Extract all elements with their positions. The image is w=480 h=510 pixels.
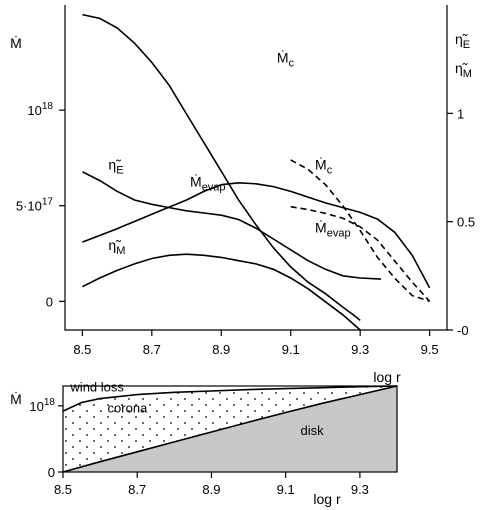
top-y-tick-label: 0: [46, 294, 53, 309]
top-series-line: [290, 205, 431, 302]
top-curve-label: Ṁevap: [190, 173, 226, 194]
disk-region: [63, 386, 397, 472]
bottom-y-axis-title: Ṁ: [10, 390, 22, 407]
top-y2-axis-title-eta-e: η̃E: [455, 31, 470, 51]
bottom-x-tick-label: 8.7: [128, 482, 146, 497]
top-y2-tick-label: -0: [457, 323, 469, 338]
top-y-tick-label: 5·1017: [16, 197, 54, 214]
top-y-axis-title: Ṁ: [10, 34, 22, 51]
top-series-line: [82, 181, 431, 289]
top-y-tick-label: 1018: [27, 101, 53, 118]
corona-region: [63, 386, 397, 472]
top-series-line: [290, 159, 430, 303]
bottom-y-tick-label: 1018: [29, 397, 55, 414]
top-y2-tick-label: 0.5: [457, 215, 475, 230]
top-x-tick-label: 9.3: [351, 342, 369, 357]
bottom-axes-frame: [62, 385, 398, 473]
corona-boundary-line: [62, 385, 398, 412]
disk-boundary-line: [62, 385, 398, 473]
top-y2-axis-title-eta-m: η̃M: [455, 60, 472, 80]
bottom-x-tick-label: 9.1: [277, 482, 295, 497]
top-curve-label: Ṁc: [315, 155, 333, 176]
top-axes-frame: [64, 5, 448, 331]
top-curve-label: η̃E: [108, 157, 123, 177]
top-series-line: [82, 171, 382, 280]
top-x-tick-label: 9.1: [282, 342, 300, 357]
bottom-y-tick-label: 0: [48, 465, 55, 480]
top-x-axis-title: log r: [373, 369, 401, 385]
bottom-x-axis-title: log r: [313, 491, 341, 507]
region-label: corona: [108, 400, 149, 415]
region-label: disk: [301, 423, 325, 438]
top-x-tick-label: 8.5: [73, 342, 91, 357]
region-label: wind loss: [69, 379, 124, 394]
top-curve-label: η̃M: [108, 237, 125, 257]
top-curve-label: Ṁc: [277, 48, 295, 69]
top-series-line: [82, 253, 361, 331]
top-y2-tick-label: 1: [457, 106, 464, 121]
bottom-x-tick-label: 8.5: [54, 482, 72, 497]
bottom-x-tick-label: 9.3: [351, 482, 369, 497]
top-series-line: [82, 13, 361, 322]
top-x-tick-label: 8.7: [143, 342, 161, 357]
top-curve-label: Ṁevap: [315, 219, 351, 240]
bottom-x-tick-label: 8.9: [202, 482, 220, 497]
top-x-tick-label: 8.9: [212, 342, 230, 357]
top-chart: 8.5 8.7 8.9 9.1 9.3 9.5 0 5·1017 1018 -0 0.5 1 log r…: [10, 5, 475, 385]
top-x-tick-label: 9.5: [421, 342, 439, 357]
